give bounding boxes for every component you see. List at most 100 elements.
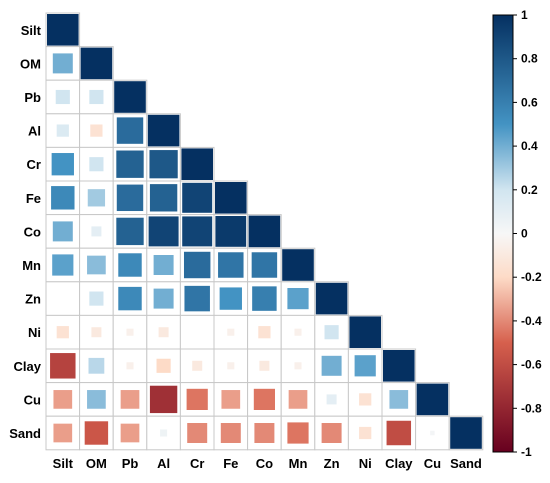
square-Cr-Pb	[116, 150, 144, 178]
square-OM-OM	[80, 47, 113, 80]
square-Clay-Fe	[227, 362, 235, 370]
square-Cu-Ni	[359, 393, 372, 406]
square-Cr-Silt	[51, 153, 74, 176]
square-Sand-Ni	[359, 426, 372, 440]
colorbar-tick-label: -0.2	[521, 270, 542, 284]
row-label-Pb: Pb	[24, 90, 41, 105]
square-Pb-Pb	[114, 81, 146, 113]
colorbar-tick-label: -0.8	[521, 401, 542, 415]
square-Al-Al	[147, 114, 180, 147]
row-label-Ni: Ni	[28, 325, 41, 340]
row-label-Co: Co	[24, 224, 41, 239]
colorbar-tick-label: 0.2	[521, 183, 538, 197]
square-Mn-Cr	[183, 251, 211, 279]
cell-Ni-Cr	[179, 314, 215, 350]
square-Cr-Cr	[181, 148, 213, 180]
colorbar-tick-label: 0	[521, 227, 528, 241]
row-label-Mn: Mn	[22, 258, 41, 273]
row-label-Cu: Cu	[24, 392, 41, 407]
square-Zn-Co	[252, 286, 277, 311]
square-Cu-Silt	[53, 390, 73, 409]
square-Cu-OM	[87, 390, 106, 409]
square-Co-OM	[91, 226, 102, 237]
square-Sand-Silt	[53, 423, 73, 443]
square-Mn-OM	[87, 255, 106, 275]
column-label-Fe: Fe	[223, 456, 238, 471]
square-Cu-Mn	[288, 390, 308, 409]
square-Al-OM	[90, 124, 103, 137]
square-Fe-Silt	[51, 186, 75, 210]
row-label-Sand: Sand	[9, 426, 41, 441]
square-Mn-Pb	[118, 253, 142, 277]
square-Sand-OM	[84, 421, 109, 445]
column-labels: Silt OM Pb Al Cr Fe Co Mn Zn Ni Clay Cu Sand	[53, 456, 482, 471]
colorbar-tick-label: 0.6	[521, 95, 538, 109]
colorbar-tick-label: -1	[521, 445, 532, 459]
column-label-Cu: Cu	[424, 456, 441, 471]
square-Clay-Pb	[126, 362, 134, 370]
square-Zn-OM	[89, 291, 104, 306]
square-Zn-Al	[153, 288, 174, 309]
square-Cu-Co	[253, 388, 275, 410]
square-Al-Silt	[56, 124, 69, 137]
cell-Zn-Silt	[45, 281, 81, 316]
square-Mn-Silt	[52, 254, 74, 276]
column-label-Cr: Cr	[190, 456, 204, 471]
square-Fe-OM	[87, 189, 106, 207]
row-label-Zn: Zn	[25, 292, 41, 307]
colorbar-tick-label: 0.8	[521, 52, 538, 66]
square-Ni-Ni	[349, 316, 381, 348]
column-label-Mn: Mn	[289, 456, 308, 471]
square-Ni-Mn	[294, 328, 302, 336]
square-Clay-Al	[156, 358, 171, 373]
column-label-Clay: Clay	[385, 456, 413, 471]
square-Clay-Mn	[294, 362, 302, 370]
square-Cr-Al	[149, 150, 178, 179]
square-Cu-Clay	[389, 390, 409, 409]
square-Silt-Silt	[47, 14, 79, 46]
square-Cu-Al	[149, 385, 178, 414]
colorbar-ticks: 1 0.8 0.6 0.4 0.2 0 -0.2 -0.4 -0.6 -0.8 -1	[513, 8, 542, 459]
square-Co-Co	[248, 215, 281, 248]
square-Zn-Mn	[287, 288, 309, 310]
square-Ni-Fe	[227, 328, 235, 336]
cell-Sand-Silt	[45, 415, 81, 451]
column-label-Sand: Sand	[450, 456, 482, 471]
column-label-OM: OM	[86, 456, 107, 471]
row-label-Al: Al	[28, 124, 41, 139]
column-label-Co: Co	[256, 456, 273, 471]
square-Cu-Zn	[326, 394, 337, 405]
square-Fe-Pb	[116, 184, 144, 212]
row-label-Silt: Silt	[21, 23, 42, 38]
cell-Al-OM	[79, 113, 114, 148]
row-label-OM: OM	[20, 56, 41, 71]
square-Fe-Al	[149, 184, 178, 212]
square-Sand-Clay	[386, 420, 412, 446]
column-label-Ni: Ni	[359, 456, 372, 471]
square-Sand-Pb	[120, 423, 140, 443]
square-Mn-Al	[153, 255, 174, 275]
square-Ni-Co	[258, 326, 271, 339]
square-Cu-Cr	[186, 388, 208, 410]
square-Ni-Al	[158, 327, 169, 338]
square-Co-Silt	[52, 221, 73, 242]
square-Zn-Fe	[219, 287, 242, 310]
square-Zn-Pb	[118, 286, 142, 311]
colorbar-tick-label: -0.4	[521, 314, 542, 328]
colorbar-gradient	[492, 14, 514, 453]
row-label-Cr: Cr	[27, 157, 41, 172]
square-Co-Pb	[116, 217, 144, 246]
heatmap-cells	[45, 12, 484, 451]
square-Al-Pb	[116, 117, 144, 144]
square-Cu-Fe	[221, 390, 241, 409]
square-Ni-Zn	[324, 325, 339, 340]
colorbar-tick-label: -0.6	[521, 358, 542, 372]
square-Sand-Mn	[287, 422, 309, 444]
square-Clay-Co	[259, 360, 270, 371]
square-Fe-Fe	[215, 182, 247, 214]
square-Clay-OM	[88, 357, 105, 374]
square-Zn-Cr	[184, 285, 210, 312]
square-Clay-Zn	[321, 355, 342, 376]
column-label-Pb: Pb	[122, 456, 139, 471]
